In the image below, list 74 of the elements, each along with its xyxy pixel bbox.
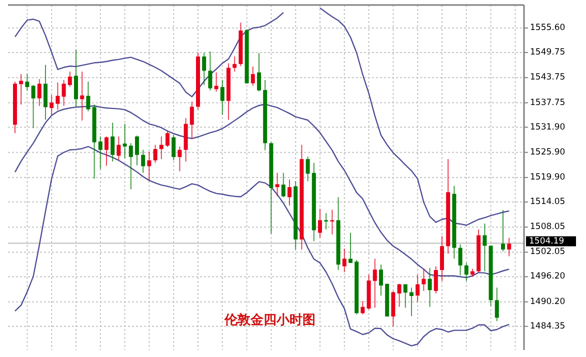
candlestick <box>110 122 115 162</box>
y-tick-label: 1508.05 <box>530 222 566 232</box>
candlestick <box>422 268 426 292</box>
candlestick <box>190 101 194 140</box>
y-tick-label: 1490.20 <box>530 296 566 307</box>
candlestick <box>494 287 499 322</box>
candlestick <box>428 267 432 308</box>
candlestick <box>153 144 158 164</box>
y-tick-label: 1502.05 <box>530 247 566 258</box>
candlestick <box>464 262 468 282</box>
candlestick <box>306 156 310 182</box>
candlestick <box>50 94 54 116</box>
candlestick <box>330 209 334 235</box>
y-tick-label: 1514.05 <box>530 196 566 207</box>
y-tick-label: 1496.20 <box>530 272 566 282</box>
candlestick <box>178 146 182 172</box>
candlestick <box>501 210 505 252</box>
candlestick <box>159 136 164 160</box>
candlestick <box>379 264 383 296</box>
candlestick <box>104 136 108 166</box>
candlestick <box>135 135 139 166</box>
candlestick <box>232 56 237 72</box>
candlestick <box>257 52 261 92</box>
candlestick <box>507 237 512 257</box>
y-tick-label: 1525.90 <box>530 147 566 158</box>
candlestick <box>166 130 170 148</box>
candlestick <box>147 151 152 181</box>
y-tick-label: 1537.75 <box>530 98 566 108</box>
candlestick <box>44 64 48 120</box>
candlestick <box>31 84 36 129</box>
candlestick <box>122 123 127 159</box>
candlestick <box>25 74 30 91</box>
candlestick <box>397 283 402 308</box>
annotation: 伦敦金四小时图 <box>224 312 316 328</box>
candlestick <box>202 52 206 86</box>
candlestick <box>342 248 346 273</box>
candlestick <box>372 258 377 308</box>
y-tick-label: 1555.60 <box>530 23 566 34</box>
ref-line-label: 1504.19 <box>529 236 564 246</box>
candlestick <box>348 232 352 264</box>
y-tick-label: 1543.75 <box>530 72 566 83</box>
candlestick <box>116 136 121 160</box>
candlestick <box>74 49 78 108</box>
candlestick <box>128 142 133 190</box>
candlestick <box>482 223 487 272</box>
candlestick <box>80 71 84 122</box>
candlestick <box>440 236 444 282</box>
candlestick <box>220 79 224 116</box>
candlestick <box>141 149 146 174</box>
candlestick <box>56 82 60 110</box>
candlestick <box>172 134 176 161</box>
line-series <box>14 146 510 346</box>
candlestick <box>275 172 280 197</box>
candlestick <box>403 284 408 308</box>
candlestick <box>416 274 420 302</box>
candlestick <box>281 172 286 198</box>
candlestick <box>324 212 328 230</box>
candlestick <box>250 66 255 86</box>
candlestick <box>288 179 292 206</box>
candlestick <box>458 244 462 276</box>
y-tick-label: 1484.35 <box>530 321 566 332</box>
candlestick <box>360 300 365 315</box>
candlestick <box>410 287 414 317</box>
y-tick-label: 1519.90 <box>530 172 566 182</box>
candlestick <box>318 208 322 238</box>
candlestick <box>86 81 90 112</box>
y-tick-label: 1549.75 <box>530 48 566 58</box>
y-tick-label: 1531.90 <box>530 122 566 132</box>
candlestick <box>98 136 102 170</box>
candlestick <box>62 79 66 106</box>
candlestick <box>37 78 42 106</box>
candlestick <box>68 71 72 88</box>
candlestick <box>434 266 438 294</box>
candlestick <box>208 50 212 91</box>
